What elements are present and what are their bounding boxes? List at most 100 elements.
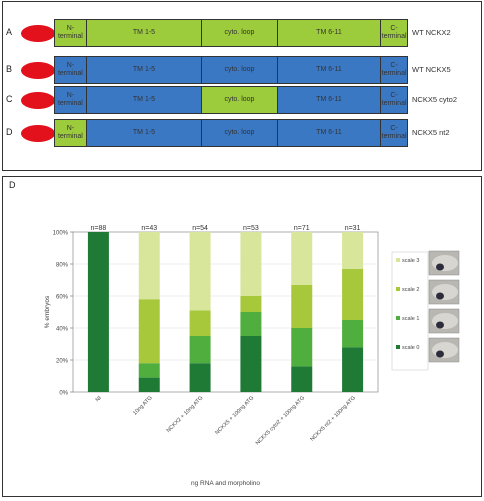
chart-panel: D 0% 20% 40% 60% 80% 100% % embryos n=88 NI n=43 1… (2, 176, 482, 497)
embryo-body (432, 284, 458, 300)
row-letter: D (6, 127, 13, 137)
y-tick-label: 0% (59, 391, 68, 397)
construct-segment: TM 1-5 (86, 87, 203, 113)
construct-segment: C- terminal (381, 120, 407, 146)
bar-segment (291, 284, 313, 328)
construct-segment: cyto. loop (202, 87, 278, 113)
construct-segment: C- terminal (381, 20, 407, 46)
stacked-bar-chart: 0% 20% 40% 60% 80% 100% % embryos n=88 NI n=43 10n… (44, 225, 460, 487)
x-tick-label: NCKX5 + 100ng ATG (214, 395, 255, 436)
n-label: n=53 (243, 225, 259, 232)
bar-segment (189, 336, 211, 364)
bar-segment (138, 363, 160, 378)
construct-row: C N- terminal TM 1-5 cyto. loop TM 6-11 C- te… (3, 86, 481, 114)
legend-label: scale 2 (402, 287, 419, 293)
bar-segment (87, 232, 109, 392)
construct-row: A N- terminal TM 1-5 cyto. loop TM 6-11 C- te… (3, 19, 481, 47)
bar-segment (291, 232, 313, 285)
construct-row: B N- terminal TM 1-5 cyto. loop TM 6-11 C- te… (3, 56, 481, 84)
embryo-body (432, 313, 458, 329)
embryo-body (432, 342, 458, 358)
construct-bar: N- terminal TM 1-5 cyto. loop TM 6-11 C- ter… (54, 19, 408, 47)
construct-segment: cyto. loop (202, 20, 278, 46)
bar-segment (138, 377, 160, 392)
n-label: n=71 (294, 225, 310, 232)
construct-segment: N- terminal (55, 87, 87, 113)
construct-segment: N- terminal (55, 20, 87, 46)
bar-segment (189, 232, 211, 311)
construct-label: NCKX5 cyto2 (412, 95, 458, 104)
construct-label: NCKX5 nt2 (412, 128, 450, 137)
bar-segment (291, 366, 313, 392)
construct-segment: TM 6-11 (277, 20, 382, 46)
legend-label: scale 0 (402, 345, 419, 351)
x-tick-label: NCKX5 nt2 + 100ng ATG (309, 395, 357, 443)
y-tick-label: 100% (53, 231, 69, 237)
bar-segment (240, 336, 262, 392)
bar-segment (342, 268, 364, 320)
construct-segment: TM 6-11 (277, 120, 382, 146)
x-tick-label: 10ng ATG (132, 395, 153, 416)
x-axis-label: ng RNA and morpholino (191, 480, 260, 487)
construct-bar: N- terminal TM 1-5 cyto. loop TM 6-11 C- ter… (54, 86, 408, 114)
legend-swatch (396, 287, 400, 291)
row-letter: B (6, 64, 13, 74)
construct-segment: TM 6-11 (277, 57, 382, 83)
construct-segment: N- terminal (55, 120, 87, 146)
panel-letter: D (9, 180, 16, 190)
embryo-body (432, 255, 458, 271)
bar-segment (342, 320, 364, 348)
bar-segment (240, 232, 262, 296)
y-tick-label: 20% (56, 359, 69, 365)
n-label: n=43 (141, 225, 157, 232)
row-letter: A (6, 27, 13, 37)
red-tag-oval (21, 25, 55, 42)
bar-segment (240, 312, 262, 336)
red-tag-oval (21, 92, 55, 109)
bar-segment (342, 232, 364, 269)
n-label: n=31 (345, 225, 361, 232)
construct-segment: TM 1-5 (86, 20, 203, 46)
bar-segment (138, 299, 160, 364)
red-tag-oval (21, 125, 55, 142)
x-tick-label: NCKX2 + 10ng ATG (166, 395, 205, 434)
bar-segment (240, 296, 262, 312)
bar-segment (291, 328, 313, 367)
y-tick-label: 60% (56, 295, 69, 301)
embryo-eye (436, 321, 444, 329)
legend-label: scale 1 (402, 316, 419, 322)
construct-label: WT NCKX5 (412, 65, 451, 74)
construct-bar: N- terminal TM 1-5 cyto. loop TM 6-11 C- ter… (54, 119, 408, 147)
y-tick-label: 80% (56, 263, 69, 269)
legend-swatch (396, 345, 400, 349)
construct-segment: TM 6-11 (277, 87, 382, 113)
legend-label: scale 3 (402, 258, 419, 264)
bar-segment (189, 363, 211, 392)
construct-panel: A N- terminal TM 1-5 cyto. loop TM 6-11 C- te… (2, 1, 482, 171)
construct-segment: cyto. loop (202, 57, 278, 83)
construct-segment: TM 1-5 (86, 57, 203, 83)
bar-segment (138, 232, 160, 300)
x-tick-label: NI (95, 395, 103, 403)
embryo-eye (436, 350, 444, 358)
legend-swatch (396, 258, 400, 262)
y-axis-label: % embryos (44, 295, 51, 328)
n-label: n=54 (192, 225, 208, 232)
bar-segment (342, 347, 364, 392)
construct-bar: N- terminal TM 1-5 cyto. loop TM 6-11 C- ter… (54, 56, 408, 84)
plot-area (72, 231, 379, 393)
legend-box (391, 251, 429, 371)
legend-swatch (396, 316, 400, 320)
construct-label: WT NCKX2 (412, 28, 451, 37)
embryo-eye (436, 292, 444, 300)
n-label: n=88 (91, 225, 107, 232)
construct-segment: N- terminal (55, 57, 87, 83)
y-tick-label: 40% (56, 327, 69, 333)
construct-segment: TM 1-5 (86, 120, 203, 146)
construct-segment: cyto. loop (202, 120, 278, 146)
construct-segment: C- terminal (381, 87, 407, 113)
construct-segment: C- terminal (381, 57, 407, 83)
row-letter: C (6, 94, 13, 104)
red-tag-oval (21, 62, 55, 79)
construct-row: D N- terminal TM 1-5 cyto. loop TM 6-11 C- te… (3, 119, 481, 147)
